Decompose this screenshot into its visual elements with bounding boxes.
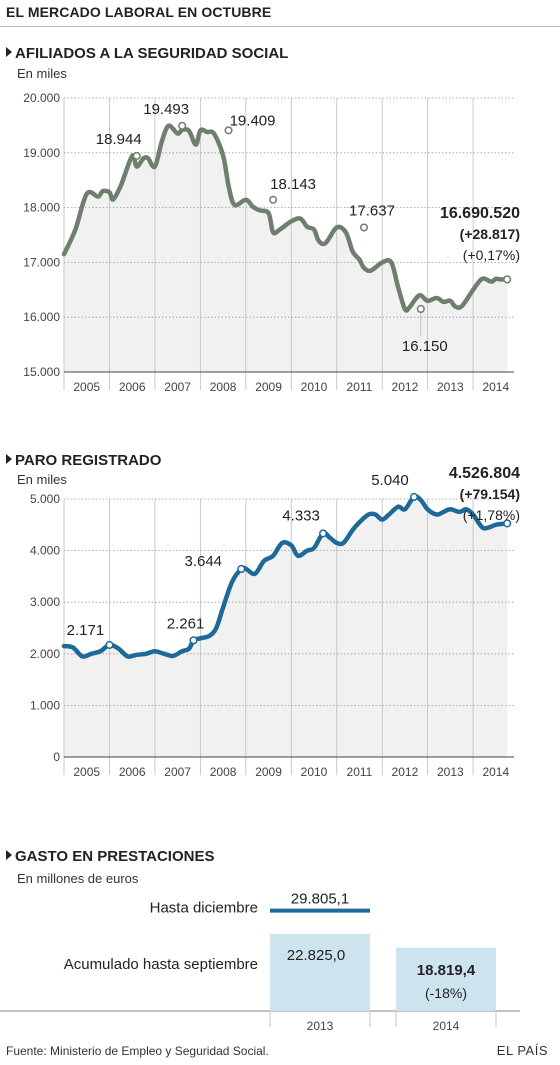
data-point-marker (105, 640, 114, 650)
subtitle-afiliados: En miles (17, 66, 67, 81)
y-tick-label: 17.000 (23, 255, 60, 269)
series-line (61, 123, 510, 313)
data-point-marker (237, 564, 246, 574)
section-title-afiliados-text: AFILIADOS A LA SEGURIDAD SOCIAL (15, 45, 289, 62)
x-tick-label: 2012 (392, 380, 419, 394)
series-label-diciembre: Hasta diciembre (150, 900, 258, 917)
area-fill (64, 125, 508, 373)
y-tick-label: 19.000 (23, 146, 60, 160)
section-title-afiliados: AFILIADOS A LA SEGURIDAD SOCIAL (6, 45, 288, 62)
callout-pct: (+0,17%) (463, 247, 520, 263)
bullet-icon (6, 47, 12, 57)
x-tick-label: 2008 (210, 765, 237, 779)
callout-value: 4.526.804 (449, 465, 520, 482)
y-tick-label: 20.000 (23, 91, 60, 105)
data-label: 3.644 (184, 553, 222, 570)
bar-acumulado (270, 934, 370, 1011)
bar-value-label: 18.819,4 (417, 962, 476, 979)
y-tick-label: 1.000 (30, 698, 60, 712)
x-tick-label: 2010 (301, 765, 328, 779)
data-point-marker (359, 223, 369, 232)
data-label: 2.171 (67, 622, 105, 639)
data-label: 17.637 (349, 202, 395, 219)
data-label: 5.040 (371, 472, 409, 489)
data-point-marker (409, 492, 419, 501)
callout-change: (+79.154) (460, 486, 520, 502)
x-tick-label: 2007 (164, 380, 191, 394)
bullet-icon (6, 850, 12, 860)
main-title: EL MERCADO LABORAL EN OCTUBRE (6, 4, 272, 20)
bullet-icon (6, 454, 12, 464)
category-label: 2014 (433, 1019, 460, 1033)
data-point-marker (269, 195, 278, 204)
section-title-paro: PARO REGISTRADO (6, 452, 161, 469)
subtitle-paro: En miles (17, 472, 67, 487)
bar-acumulado (396, 947, 496, 1011)
x-tick-label: 2005 (73, 765, 100, 779)
series-label-septiembre: Acumulado hasta septiembre (64, 956, 258, 973)
data-label: 2.261 (167, 615, 205, 632)
category-label: 2013 (307, 1019, 334, 1033)
y-tick-label: 4.000 (30, 544, 60, 558)
y-tick-label: 16.000 (23, 310, 60, 324)
data-label: 16.150 (402, 338, 448, 355)
data-point-marker (132, 151, 141, 160)
subtitle-gasto: En millones de euros (17, 871, 139, 886)
x-tick-label: 2010 (301, 380, 328, 394)
brand-logo: EL PAÍS (496, 1043, 548, 1058)
callout-pct: (+1,78%) (463, 507, 520, 523)
data-label: 18.143 (270, 176, 316, 193)
data-label: 18.944 (96, 131, 142, 148)
data-point-marker (503, 275, 512, 284)
bar-change-label: (-18%) (425, 985, 467, 1001)
x-tick-label: 2012 (392, 765, 419, 779)
data-point-marker (416, 304, 425, 314)
y-tick-label: 15.000 (23, 365, 60, 379)
x-tick-label: 2006 (119, 765, 146, 779)
x-tick-label: 2014 (482, 380, 509, 394)
section-title-paro-text: PARO REGISTRADO (15, 452, 162, 469)
x-tick-label: 2005 (73, 380, 100, 394)
title-rule (0, 26, 560, 27)
x-tick-label: 2006 (119, 380, 146, 394)
bar-value-label: 29.805,1 (291, 891, 349, 908)
callout-change: (+28.817) (460, 226, 520, 242)
x-tick-label: 2011 (347, 380, 373, 394)
section-title-gasto-text: GASTO EN PRESTACIONES (15, 848, 215, 865)
chart-gasto: 2013 2014 22.825,0 18.819,4 (-18%) 29.805,1 Ha… (0, 891, 520, 1033)
area-fill (64, 496, 508, 757)
y-tick-label: 3.000 (30, 595, 60, 609)
x-tick-label: 2007 (164, 765, 191, 779)
x-tick-label: 2013 (437, 380, 464, 394)
section-title-gasto: GASTO EN PRESTACIONES (6, 848, 214, 865)
data-point-marker (503, 519, 512, 528)
y-tick-label: 18.000 (23, 201, 60, 215)
source-note: Fuente: Ministerio de Empleo y Seguridad… (6, 1044, 269, 1058)
data-point-marker (224, 126, 233, 135)
y-tick-label: 5.000 (30, 492, 60, 506)
data-point-marker (319, 529, 328, 538)
data-label: 19.493 (143, 101, 189, 118)
bar-value-label: 22.825,0 (287, 947, 345, 964)
y-tick-label: 0 (53, 750, 60, 764)
x-tick-label: 2013 (437, 765, 464, 779)
data-label: 4.333 (282, 507, 320, 524)
callout-value: 16.690.520 (440, 205, 520, 222)
x-tick-label: 2008 (210, 380, 237, 394)
series-line (61, 494, 510, 659)
data-point-marker (178, 121, 187, 130)
chart-afiliados: 15.000 16.000 17.000 18.000 19.000 20.000 2005… (23, 91, 520, 394)
y-tick-label: 2.000 (30, 647, 60, 661)
x-tick-label: 2011 (347, 765, 373, 779)
x-tick-label: 2009 (255, 380, 282, 394)
chart-paro: 0 1.000 2.000 3.000 4.000 5.000 2005 2006 2007 20… (30, 465, 520, 779)
data-point-marker (189, 636, 198, 645)
x-tick-label: 2009 (255, 765, 282, 779)
x-tick-label: 2014 (482, 765, 509, 779)
data-label: 19.409 (230, 112, 276, 129)
